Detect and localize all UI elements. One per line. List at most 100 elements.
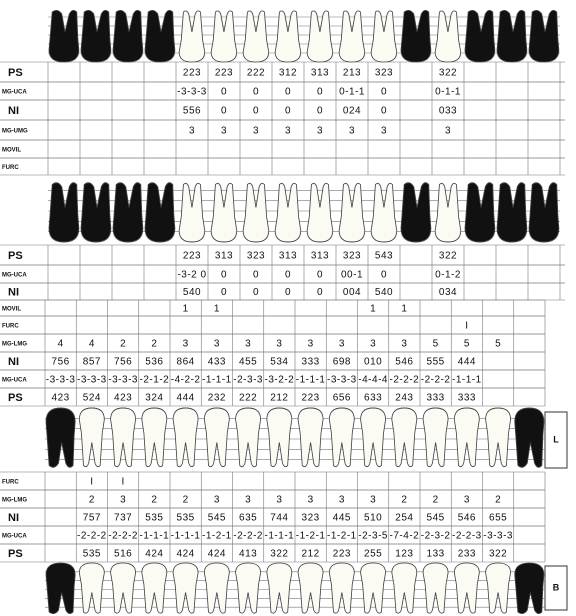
tooth xyxy=(142,408,167,467)
cell-value: -3-3-3 xyxy=(327,375,357,386)
cell-value: 413 xyxy=(239,549,257,560)
cell-value: 3 xyxy=(214,495,220,506)
cell-value: I xyxy=(90,477,93,488)
row-label: MG-LMG xyxy=(2,342,27,348)
cell-value: -2-3-2 xyxy=(421,531,451,542)
tooth xyxy=(243,11,269,62)
cell-value: 033 xyxy=(439,106,457,117)
cell-value: 3 xyxy=(464,495,470,506)
cell-value: -1-1-1 xyxy=(452,375,482,386)
row-label: PS xyxy=(8,250,23,262)
cell-value: 0 xyxy=(381,270,387,281)
cell-value: 2 xyxy=(151,339,157,350)
cell-value: 0 xyxy=(221,87,227,98)
tooth xyxy=(465,10,495,62)
cell-value: 546 xyxy=(395,357,413,368)
tooth xyxy=(46,563,75,614)
cell-value: 2 xyxy=(183,495,189,506)
cell-value: 0-1-2 xyxy=(435,270,461,281)
cell-value: 212 xyxy=(270,393,288,404)
cell-value: 0 xyxy=(285,270,291,281)
tooth xyxy=(113,10,143,62)
cell-value: 555 xyxy=(427,357,445,368)
tooth xyxy=(371,183,397,242)
cell-value: 424 xyxy=(208,549,226,560)
tooth xyxy=(298,563,323,613)
cell-value: I xyxy=(121,477,124,488)
tooth xyxy=(267,563,292,613)
tooth xyxy=(371,11,397,62)
cell-value: 455 xyxy=(239,357,257,368)
row-label: PS xyxy=(8,67,23,79)
tooth xyxy=(465,183,495,242)
tooth xyxy=(392,408,417,467)
cell-value: -1-2-1 xyxy=(327,531,357,542)
cell-value: 423 xyxy=(52,393,70,404)
tooth xyxy=(339,11,365,62)
cell-value: -3-3-3 xyxy=(177,87,207,98)
tooth xyxy=(329,408,354,467)
cell-value: 223 xyxy=(333,549,351,560)
cell-value: 2 xyxy=(433,495,439,506)
cell-value: 524 xyxy=(83,393,101,404)
cell-value: 744 xyxy=(270,513,288,524)
cell-value: I xyxy=(465,321,468,332)
tooth xyxy=(339,183,365,242)
cell-value: 2 xyxy=(495,495,501,506)
cell-value: 0 xyxy=(285,287,291,298)
cell-value: -1-1-1 xyxy=(140,531,170,542)
cell-value: 222 xyxy=(239,393,257,404)
cell-value: 0 xyxy=(381,87,387,98)
tooth xyxy=(307,183,333,242)
cell-value: 333 xyxy=(458,393,476,404)
row-label: NI xyxy=(8,105,19,117)
cell-value: 698 xyxy=(333,357,351,368)
row-label: FURC xyxy=(2,165,19,171)
tooth xyxy=(46,408,75,467)
cell-value: 1 xyxy=(183,304,189,315)
tooth xyxy=(435,183,461,242)
cell-value: 655 xyxy=(489,513,507,524)
tooth xyxy=(142,563,167,613)
tooth xyxy=(454,408,479,467)
cell-value: 313 xyxy=(311,68,329,79)
tooth xyxy=(204,563,229,613)
cell-value: -2-2-2 xyxy=(390,375,420,386)
cell-value: 0 xyxy=(381,106,387,117)
cell-value: -1-1-1 xyxy=(171,531,201,542)
tooth xyxy=(423,563,448,613)
cell-value: 540 xyxy=(375,287,393,298)
cell-value: 313 xyxy=(311,251,329,262)
cell-value: -3-2-2 xyxy=(265,375,295,386)
tooth xyxy=(529,10,559,62)
cell-value: 010 xyxy=(364,357,382,368)
row-label: MG-UCA xyxy=(2,90,27,96)
tooth xyxy=(81,10,111,62)
cell-value: 212 xyxy=(302,549,320,560)
tooth xyxy=(515,408,544,467)
cell-value: 0 xyxy=(253,287,259,298)
cell-value: 233 xyxy=(458,549,476,560)
cell-value: 756 xyxy=(114,357,132,368)
row-label: NI xyxy=(8,512,19,524)
cell-value: 3 xyxy=(370,339,376,350)
cell-value: 3 xyxy=(339,495,345,506)
cell-value: -3-3-3 xyxy=(46,375,76,386)
cell-value: 3 xyxy=(221,126,227,137)
cell-value: -3-2 0 xyxy=(177,270,206,281)
cell-value: 004 xyxy=(343,287,361,298)
tooth xyxy=(275,183,301,242)
cell-value: 534 xyxy=(270,357,288,368)
cell-value: 4 xyxy=(58,339,64,350)
cell-value: 3 xyxy=(189,126,195,137)
cell-value: 757 xyxy=(83,513,101,524)
cell-value: 540 xyxy=(183,287,201,298)
tooth xyxy=(392,563,417,613)
cell-value: 424 xyxy=(145,549,163,560)
cell-value: 0 xyxy=(221,106,227,117)
cell-value: -2-2-3 xyxy=(452,531,482,542)
tooth xyxy=(81,183,111,242)
cell-value: 133 xyxy=(427,549,445,560)
row-label: MG-UCA xyxy=(2,534,27,540)
tooth xyxy=(435,11,461,62)
